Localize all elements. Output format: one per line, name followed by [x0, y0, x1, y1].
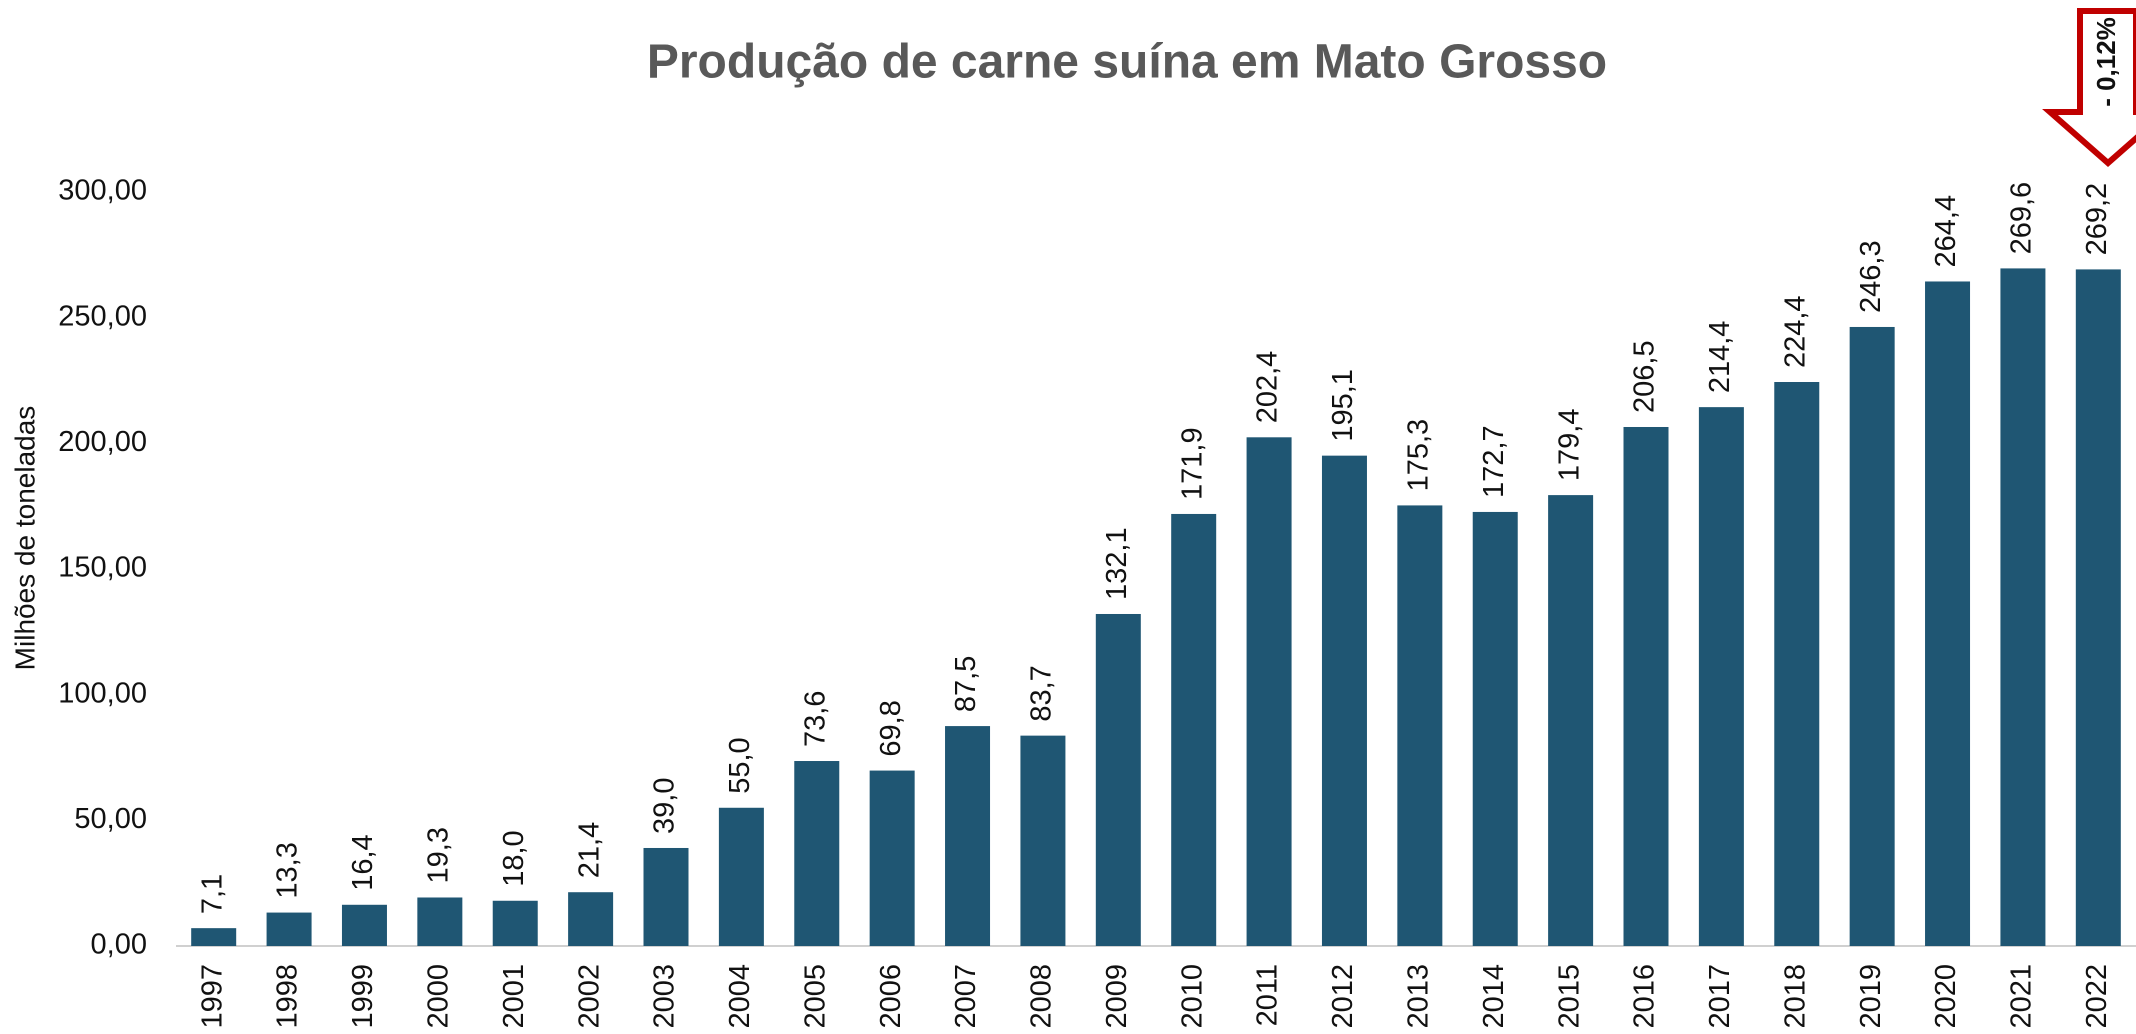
bar	[1698, 407, 1744, 946]
value-label: 7,1	[196, 874, 228, 914]
y-tick-label: 50,00	[74, 803, 147, 835]
x-tick-label: 2022	[2081, 964, 2113, 1029]
x-tick-label: 2006	[875, 964, 907, 1029]
bar	[1548, 495, 1594, 946]
value-label: 18,0	[498, 830, 530, 886]
value-label: 83,7	[1026, 665, 1058, 721]
bar	[794, 761, 840, 946]
bar	[1171, 513, 1217, 946]
x-tick-label: 2002	[573, 964, 605, 1029]
value-label: 13,3	[272, 842, 304, 898]
bar	[1623, 426, 1669, 946]
x-tick-label: 2020	[1930, 964, 1962, 1029]
value-label: 16,4	[347, 834, 379, 890]
bar	[718, 807, 764, 946]
bar	[1774, 382, 1820, 946]
x-tick-label: 1999	[347, 964, 379, 1029]
x-tick-label: 2021	[2006, 964, 2038, 1029]
value-label: 206,5	[1629, 340, 1661, 413]
value-label: 19,3	[423, 827, 455, 883]
value-label: 269,2	[2081, 183, 2113, 256]
x-tick-label: 2016	[1629, 964, 1661, 1029]
bar	[1849, 326, 1895, 946]
value-label: 87,5	[950, 656, 982, 712]
bar	[568, 892, 614, 946]
x-tick-label: 2011	[1252, 964, 1284, 1026]
value-label: 202,4	[1252, 351, 1284, 424]
bar	[266, 912, 312, 946]
x-tick-label: 2010	[1176, 964, 1208, 1029]
bar	[643, 847, 689, 946]
value-label: 69,8	[875, 700, 907, 756]
bar	[417, 897, 463, 946]
value-label: 73,6	[799, 691, 831, 747]
y-tick-label: 150,00	[58, 552, 147, 584]
bar	[945, 726, 991, 946]
bar	[492, 900, 538, 946]
chart-title: Produção de carne suína em Mato Grosso	[647, 36, 1607, 89]
y-tick-label: 250,00	[58, 300, 147, 332]
y-tick-label: 100,00	[58, 677, 147, 709]
bar	[869, 770, 915, 946]
x-tick-label: 2000	[423, 964, 455, 1029]
value-label: 172,7	[1478, 425, 1510, 498]
value-label: 39,0	[649, 778, 681, 834]
value-label: 224,4	[1779, 295, 1811, 368]
x-tick-label: 2005	[799, 964, 831, 1029]
x-tick-label: 2019	[1855, 964, 1887, 1029]
x-tick-label: 2015	[1553, 964, 1585, 1029]
bar	[1095, 613, 1141, 946]
value-label: 246,3	[1855, 240, 1887, 313]
x-tick-label: 2001	[498, 964, 530, 1029]
bar	[1472, 511, 1518, 946]
value-label: 55,0	[724, 737, 756, 793]
bar	[2075, 269, 2121, 947]
x-tick-label: 2003	[649, 964, 681, 1029]
bar	[191, 928, 237, 946]
bar	[2000, 268, 2046, 946]
y-tick-label: 200,00	[58, 426, 147, 458]
arrow-icon	[2042, 8, 2136, 167]
x-tick-label: 2014	[1478, 964, 1510, 1029]
value-label: 171,9	[1176, 427, 1208, 500]
x-tick-label: 2008	[1026, 964, 1058, 1029]
value-label: 175,3	[1403, 419, 1435, 492]
x-tick-label: 2017	[1704, 964, 1736, 1029]
bar	[1020, 735, 1066, 946]
bar	[1397, 505, 1443, 946]
y-tick-label: 0,00	[91, 929, 147, 961]
x-tick-label: 2007	[950, 964, 982, 1029]
bar	[341, 904, 387, 946]
x-tick-label: 2012	[1327, 964, 1359, 1029]
bar	[1925, 281, 1971, 946]
value-label: 214,4	[1704, 321, 1736, 394]
x-tick-label: 2018	[1779, 964, 1811, 1029]
bar	[1321, 455, 1367, 946]
x-tick-label: 1997	[196, 964, 228, 1029]
value-label: 269,6	[2006, 182, 2038, 255]
value-label: 179,4	[1553, 409, 1585, 482]
annotation: - 0,12%	[2091, 17, 2121, 107]
value-label: 195,1	[1327, 369, 1359, 442]
x-tick-label: 2009	[1101, 964, 1133, 1029]
x-tick-label: 2004	[724, 964, 756, 1029]
x-tick-label: 1998	[272, 964, 304, 1029]
value-label: 21,4	[573, 822, 605, 878]
y-tick-label: 300,00	[58, 175, 147, 207]
y-axis-label: Milhões de toneladas	[9, 406, 40, 671]
value-label: 264,4	[1930, 195, 1962, 268]
x-tick-label: 2013	[1403, 964, 1435, 1029]
value-label: 132,1	[1101, 527, 1133, 600]
bar	[1246, 437, 1292, 946]
